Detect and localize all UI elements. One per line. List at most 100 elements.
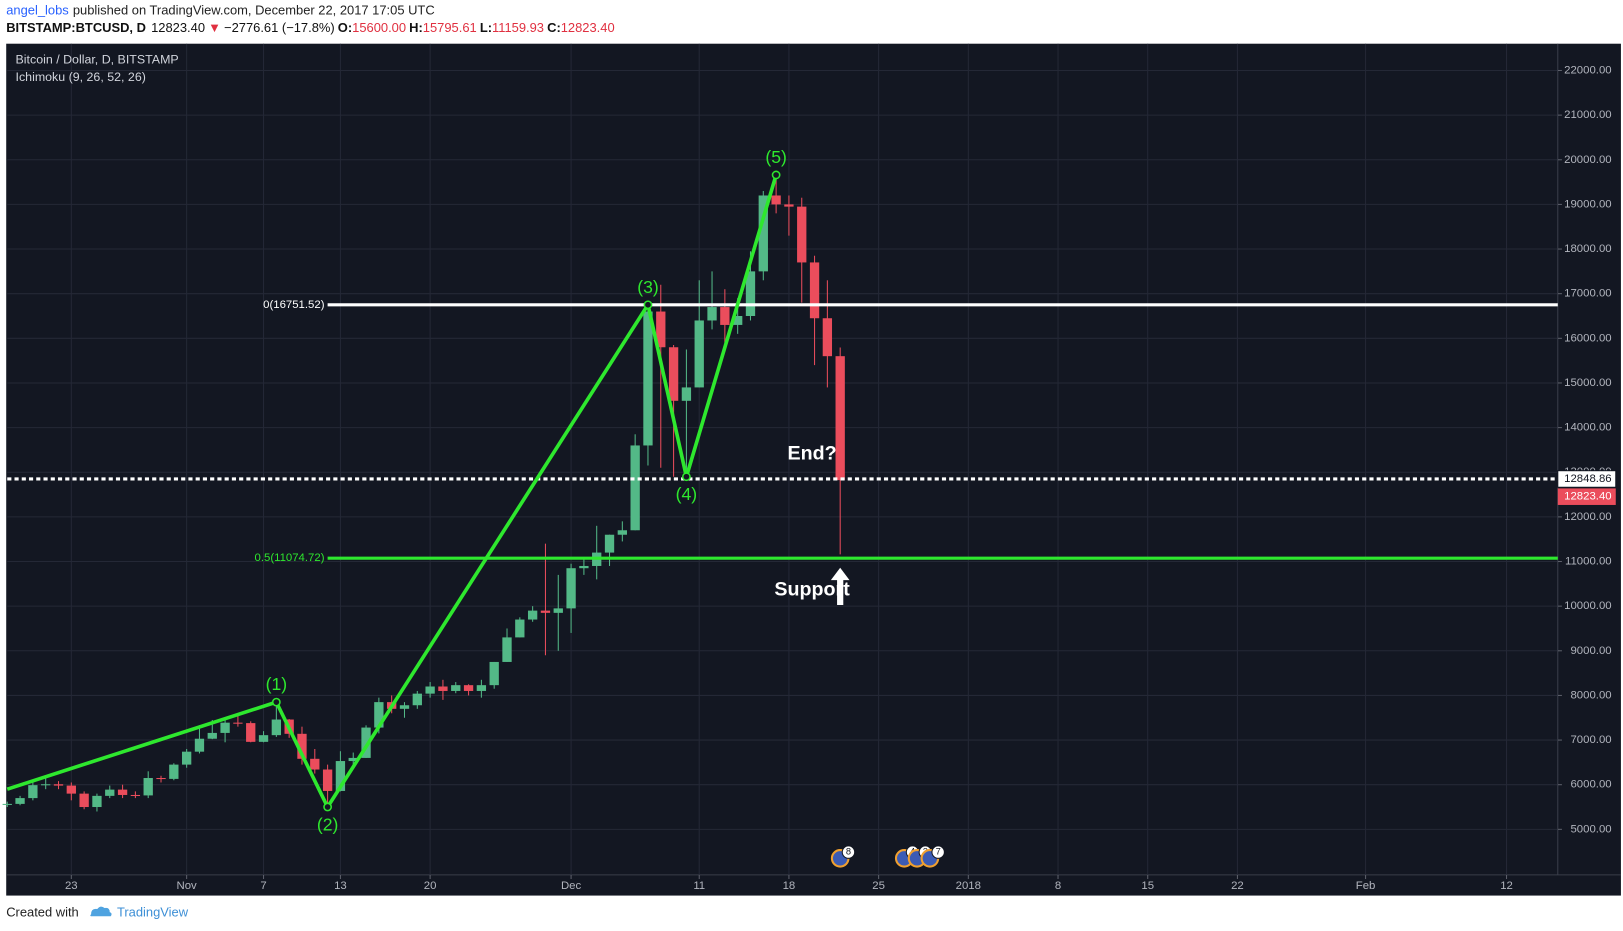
candle-body	[707, 307, 717, 321]
candle-body	[246, 723, 256, 742]
candle-body	[348, 757, 358, 762]
chart-panel	[6, 43, 1621, 896]
candle-body	[694, 320, 704, 388]
last-price-tag	[1557, 488, 1616, 505]
x-tick-label: 12	[1500, 880, 1513, 892]
candle-body	[771, 195, 781, 205]
x-tick-label: 11	[693, 880, 705, 892]
y-tick-label: 12000.00	[1564, 511, 1611, 523]
tv-logo	[90, 906, 112, 917]
candle-body	[835, 356, 845, 481]
wave-label: (2)	[317, 814, 338, 834]
candle-body	[438, 686, 448, 691]
candle-body	[451, 685, 461, 691]
candle-body	[643, 311, 653, 446]
x-tick-label: Dec	[561, 880, 582, 892]
last-price-label: 12823.40	[1564, 491, 1611, 503]
candle-body	[553, 608, 563, 613]
ohlc-key: C:	[547, 21, 561, 36]
chart-title: Bitcoin / Dollar, D, BITSTAMP	[16, 53, 179, 67]
y-tick-label: 21000.00	[1564, 109, 1611, 121]
event-count: 8	[846, 847, 851, 857]
annotation: End?	[788, 443, 837, 465]
candle-body	[194, 738, 205, 752]
x-tick-label: 15	[1141, 880, 1154, 892]
candle-body	[720, 307, 730, 325]
fib-label: 0.5(11074.72)	[255, 552, 325, 564]
annotation: Support	[774, 579, 850, 601]
candle-body	[335, 761, 346, 791]
candle-body	[271, 719, 282, 736]
candle-body	[540, 610, 551, 613]
y-tick-label: 15000.00	[1564, 377, 1611, 389]
candle-body	[566, 568, 576, 609]
wave-label: (4)	[676, 484, 697, 504]
candle-body	[374, 702, 384, 728]
y-tick-label: 8000.00	[1570, 689, 1611, 701]
y-tick-label: 18000.00	[1564, 243, 1611, 255]
candle-body	[604, 534, 615, 553]
candle-body	[476, 685, 487, 691]
y-tick-label: 22000.00	[1564, 64, 1611, 76]
candle-body	[399, 705, 410, 709]
y-tick-label: 17000.00	[1564, 288, 1611, 300]
x-tick-label: 20	[424, 880, 437, 892]
candle-body	[668, 347, 679, 401]
y-tick-label: 9000.00	[1570, 645, 1611, 657]
candle-body	[79, 793, 89, 808]
brand[interactable]: TradingView	[117, 905, 189, 920]
fib-label: 0(16751.52)	[263, 299, 325, 311]
ohlc-key: O:	[338, 21, 352, 36]
ohlc-key: H:	[409, 21, 423, 36]
candle-body	[797, 206, 807, 263]
x-tick-label: 2018	[956, 880, 981, 892]
y-tick-label: 11000.00	[1565, 556, 1612, 568]
publish-line: angel_lobs published on TradingView.com, …	[6, 3, 434, 18]
candle-body	[322, 769, 333, 791]
candle-body	[156, 778, 166, 780]
wave-line	[6, 174, 778, 809]
event-badge	[931, 845, 945, 859]
wave-point	[271, 697, 281, 707]
ohlc-value: 11159.93	[492, 21, 544, 36]
candle-body	[297, 733, 307, 759]
candle-body	[66, 785, 76, 794]
symbol: BITSTAMP:BTCUSD, D	[6, 21, 146, 36]
candle-body	[630, 445, 640, 531]
created-with: Created with	[6, 905, 79, 920]
wave-label: (3)	[637, 277, 658, 297]
ohlc-value: 15600.00	[352, 21, 406, 36]
candle-body	[169, 764, 179, 779]
candle-body	[656, 311, 666, 348]
candle-body	[579, 565, 589, 569]
candle-body	[681, 387, 692, 401]
candle-body	[92, 795, 102, 808]
ohlc-value: 12823.40	[561, 21, 615, 36]
candle-body	[425, 686, 435, 694]
candle-body	[502, 637, 512, 662]
y-tick-label: 10000.00	[1564, 600, 1611, 612]
y-tick-label: 20000.00	[1564, 154, 1611, 166]
candle-body	[515, 619, 525, 638]
candle-body	[310, 758, 320, 770]
event-badge	[841, 845, 856, 859]
hline-tag	[1557, 470, 1617, 488]
indicator-name: Ichimoku (9, 26, 52, 26)	[16, 70, 146, 84]
candle-body	[53, 784, 64, 786]
x-tick-label: Feb	[1356, 880, 1376, 892]
candle-body	[758, 195, 768, 272]
candle-body	[207, 732, 217, 739]
author[interactable]: angel_lobs	[6, 3, 69, 18]
wave-point	[643, 300, 653, 310]
y-tick-label: 6000.00	[1570, 779, 1611, 791]
ohlc-key: L:	[480, 21, 492, 36]
candle-body	[617, 530, 627, 535]
change: −2776.61 (−17.8%)	[224, 21, 335, 36]
x-tick-label: 23	[65, 880, 78, 892]
wave-label: (1)	[266, 674, 287, 694]
wave-label: (5)	[765, 147, 786, 167]
candle-body	[361, 727, 371, 758]
ohlc-value: 15795.61	[423, 21, 477, 36]
candle-body	[258, 735, 269, 742]
